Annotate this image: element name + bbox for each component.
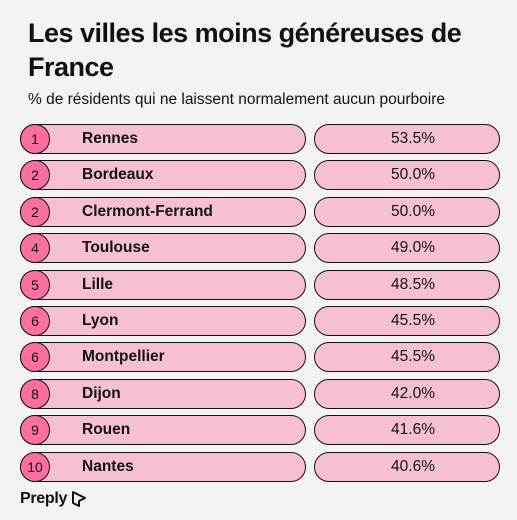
table-row: 4 Toulouse 49.0%	[20, 233, 500, 264]
rank-badge: 1	[20, 124, 50, 154]
city-cell: 8 Dijon	[20, 378, 306, 409]
city-name: Lille	[82, 275, 114, 293]
value-cell: 42.0%	[314, 378, 500, 409]
rank-badge: 6	[20, 305, 50, 336]
rank-badge: 4	[20, 233, 50, 264]
table-row: 10 Nantes 40.6%	[20, 451, 500, 482]
rank-badge: 9	[20, 415, 50, 446]
city-name: Toulouse	[82, 239, 150, 257]
rank-badge: 2	[20, 196, 50, 227]
percentage-value: 50.0%	[391, 202, 435, 220]
rank-badge: 8	[20, 378, 50, 409]
table-row: 6 Montpellier 45.5%	[20, 342, 500, 373]
city-cell: 6 Montpellier	[20, 342, 306, 373]
value-cell: 40.6%	[314, 451, 500, 482]
page-subtitle: % de résidents qui ne laissent normaleme…	[28, 91, 446, 108]
value-cell: 45.5%	[314, 305, 500, 336]
city-name: Nantes	[82, 457, 134, 475]
value-cell: 41.6%	[314, 415, 500, 446]
city-cell: 10 Nantes	[20, 451, 306, 482]
city-cell: 2 Clermont-Ferrand	[20, 196, 306, 227]
city-name: Clermont-Ferrand	[82, 202, 213, 220]
percentage-value: 53.5%	[391, 130, 435, 147]
rank-badge: 5	[20, 269, 50, 300]
ranking-table: 1 Rennes 53.5% 2 Bordeaux 50.0% 2 Clermont-Ferr…	[20, 124, 500, 488]
preply-logo-icon	[72, 491, 87, 507]
city-cell: 4 Toulouse	[20, 233, 306, 264]
value-cell: 45.5%	[314, 342, 500, 373]
city-cell: 5 Lille	[20, 269, 306, 300]
value-cell: 49.0%	[314, 233, 500, 264]
table-row: 6 Lyon 45.5%	[20, 305, 500, 336]
table-row: 9 Rouen 41.6%	[20, 415, 500, 446]
rank-badge: 2	[20, 160, 50, 191]
city-name: Montpellier	[82, 348, 165, 366]
city-cell: 1 Rennes	[20, 124, 306, 154]
percentage-value: 49.0%	[391, 239, 435, 257]
percentage-value: 48.5%	[391, 275, 435, 293]
city-name: Bordeaux	[82, 166, 154, 184]
city-cell: 2 Bordeaux	[20, 160, 306, 191]
percentage-value: 45.5%	[391, 348, 435, 366]
value-cell: 53.5%	[314, 124, 500, 154]
city-cell: 6 Lyon	[20, 305, 306, 336]
percentage-value: 45.5%	[391, 311, 435, 329]
preply-logo: Preply	[20, 490, 88, 508]
percentage-value: 42.0%	[391, 384, 435, 402]
value-cell: 50.0%	[314, 160, 500, 191]
table-row: 2 Clermont-Ferrand 50.0%	[20, 196, 500, 227]
city-cell: 9 Rouen	[20, 415, 306, 446]
rank-badge: 6	[20, 342, 50, 373]
city-name: Rouen	[82, 421, 131, 439]
percentage-value: 50.0%	[391, 166, 435, 184]
table-row: 5 Lille 48.5%	[20, 269, 500, 300]
value-cell: 48.5%	[314, 269, 500, 300]
table-row: 1 Rennes 53.5%	[20, 124, 500, 154]
brand-name: Preply	[20, 490, 68, 507]
percentage-value: 40.6%	[391, 457, 435, 475]
page-title: Les villes les moins généreuses de Franc…	[28, 18, 462, 82]
city-name: Dijon	[82, 384, 121, 402]
table-row: 8 Dijon 42.0%	[20, 378, 500, 409]
rank-badge: 10	[20, 451, 50, 482]
percentage-value: 41.6%	[391, 421, 435, 439]
city-name: Lyon	[82, 311, 119, 329]
city-name: Rennes	[82, 130, 138, 147]
table-row: 2 Bordeaux 50.0%	[20, 160, 500, 191]
value-cell: 50.0%	[314, 196, 500, 227]
